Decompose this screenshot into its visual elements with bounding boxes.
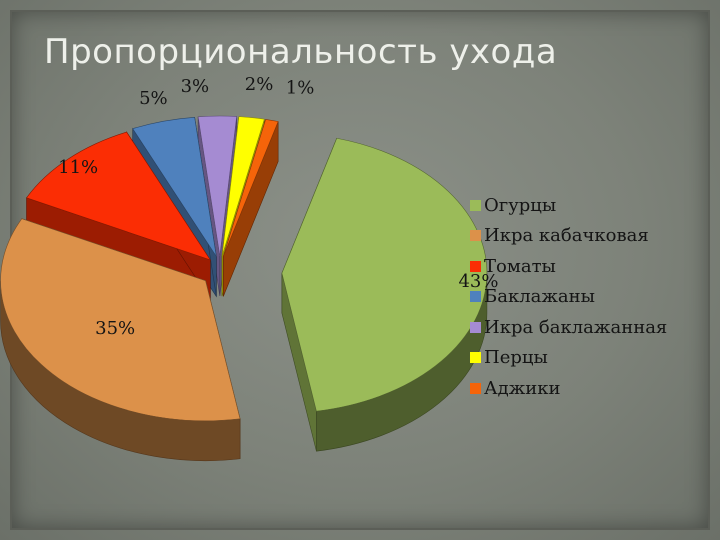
legend-swatch [470,291,481,303]
pie-slice [281,137,488,452]
legend-label: Икра баклажанная [484,316,668,338]
legend-swatch [470,321,481,333]
slice-top-0 [281,137,488,412]
legend-label: Баклажаны [484,286,595,308]
legend-label: Огурцы [484,194,557,216]
data-label: 1% [286,77,315,98]
legend-label: Томаты [484,255,556,277]
pie-slice [223,119,279,297]
legend-entry: Перцы [470,343,667,374]
data-label: 3% [181,76,210,97]
data-label: 2% [245,74,274,95]
legend-swatch [470,230,481,242]
legend-entry: Томаты [470,251,667,282]
slice-top-4 [197,115,238,257]
slice-top-1 [0,218,241,422]
legend-entry: Икра баклажанная [470,312,667,343]
legend-entry: Икра кабачковая [470,221,667,252]
legend-entry: Огурцы [470,190,667,221]
legend-swatch [470,199,481,211]
legend-swatch [470,352,481,364]
slice-top-3 [132,116,217,257]
slice-top-5 [221,116,265,257]
legend-swatch [470,382,481,394]
data-label: 35% [95,318,135,339]
legend-label: Перцы [484,347,548,369]
slice-top-2 [26,131,212,261]
legend-entry: Аджики [470,373,667,404]
slice-top-6 [223,119,279,257]
chart-title: Пропорциональность ухода [44,32,558,72]
chart-legend: Огурцы Икра кабачковая Томаты Баклажаны Икра… [470,190,667,404]
legend-swatch [470,260,481,272]
data-label: 5% [139,88,168,109]
data-label: 43% [458,271,498,292]
legend-label: Икра кабачковая [484,225,649,247]
legend-label: Аджики [484,377,561,399]
pie-slice [0,218,241,462]
legend-entry: Баклажаны [470,282,667,313]
data-label: 11% [58,157,98,178]
